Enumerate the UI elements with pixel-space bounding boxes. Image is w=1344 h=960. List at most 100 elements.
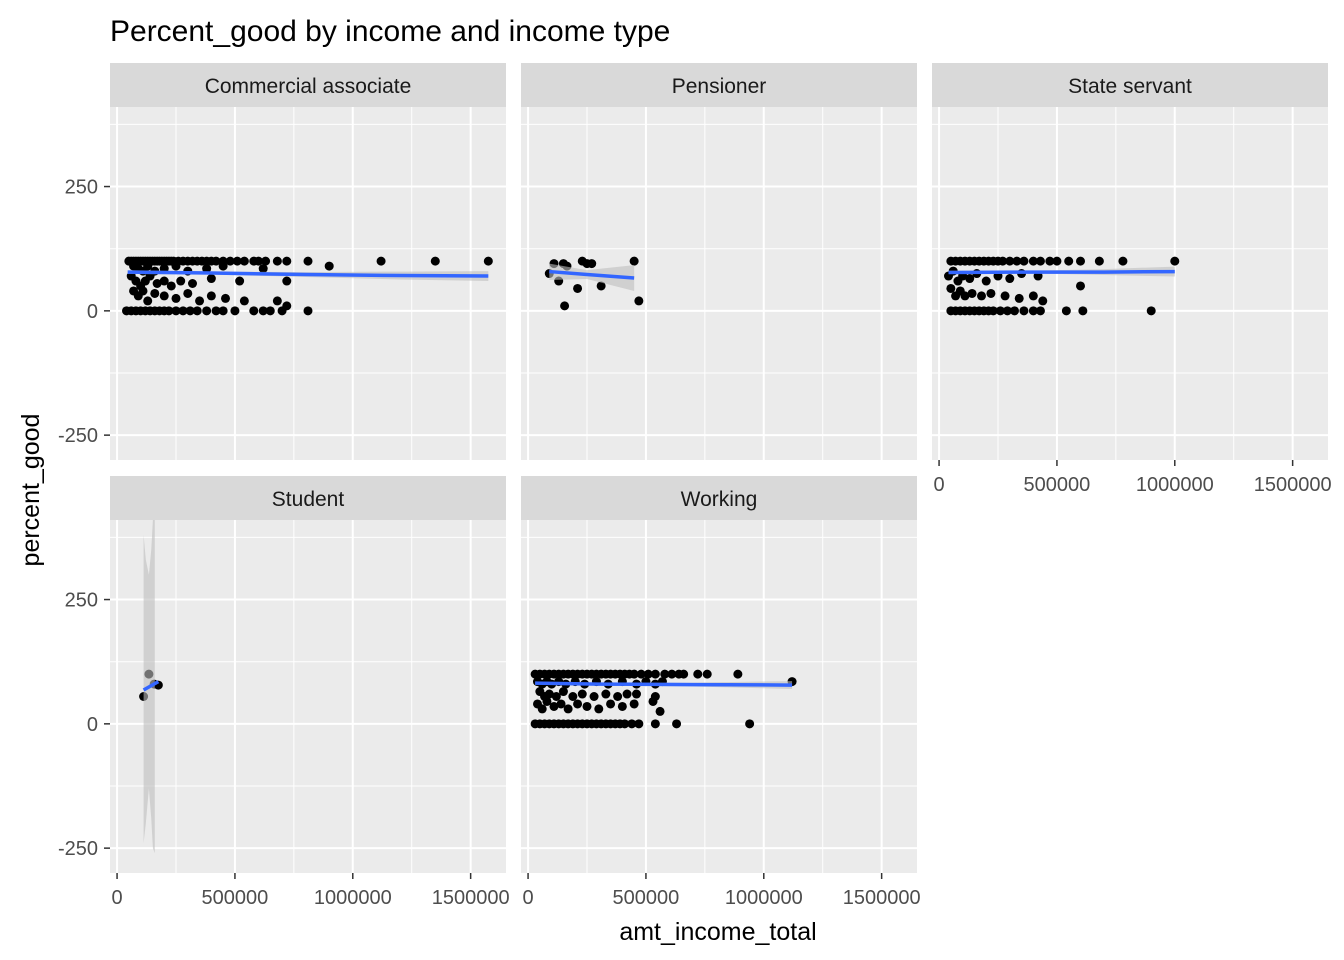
data-point	[303, 306, 313, 316]
data-point	[261, 256, 271, 266]
data-point	[1019, 306, 1029, 316]
data-point	[272, 256, 282, 266]
data-point	[239, 296, 249, 306]
data-point	[143, 261, 153, 271]
data-point	[218, 261, 228, 271]
data-point	[218, 306, 228, 316]
data-point	[230, 306, 240, 316]
data-point	[960, 291, 970, 301]
data-point	[1000, 291, 1010, 301]
data-point	[1012, 256, 1022, 266]
x-tick-label: 1500000	[432, 887, 510, 909]
data-point	[1028, 256, 1038, 266]
data-point	[568, 692, 578, 701]
data-point	[988, 306, 998, 316]
x-tick-label: 0	[523, 887, 534, 909]
data-point	[679, 669, 689, 679]
data-point	[1076, 281, 1085, 291]
data-point	[660, 669, 670, 679]
data-point	[632, 689, 641, 699]
y-tick-label: 250	[65, 590, 98, 612]
facet-panel: Working 0 500000 1000000 1500000	[521, 476, 921, 909]
x-tick-label: 1000000	[725, 887, 803, 909]
x-tick-label: 1000000	[314, 887, 392, 909]
data-point	[622, 689, 632, 699]
data-point	[282, 256, 292, 266]
data-point	[596, 281, 606, 291]
data-point	[745, 719, 755, 729]
data-point	[601, 689, 611, 699]
data-point	[542, 696, 552, 706]
data-point	[977, 291, 986, 301]
x-tick-label: 1000000	[1136, 474, 1214, 496]
data-point	[1010, 306, 1019, 316]
data-point	[573, 699, 583, 709]
data-point	[188, 279, 197, 288]
data-point	[1118, 256, 1128, 266]
panel-marks	[530, 669, 797, 729]
data-point	[1170, 256, 1180, 266]
facet-strip-label: State servant	[1068, 75, 1192, 98]
data-point	[693, 669, 703, 679]
data-point	[587, 259, 597, 269]
data-point	[655, 706, 665, 716]
facet-strip-label: Student	[272, 488, 345, 511]
data-point	[254, 256, 263, 266]
data-point	[143, 296, 153, 306]
data-point	[672, 719, 682, 729]
panel-marks	[139, 520, 163, 854]
data-point	[667, 669, 677, 679]
data-point	[620, 719, 630, 729]
data-point	[582, 701, 592, 711]
smooth-line	[535, 681, 793, 687]
facet-strip	[521, 476, 917, 520]
facet-strip-label: Working	[681, 488, 758, 511]
data-point	[1064, 256, 1074, 266]
data-point	[946, 283, 956, 293]
data-point	[171, 293, 181, 303]
data-point	[1005, 274, 1015, 284]
y-tick-label: 0	[87, 301, 98, 323]
data-point	[1005, 256, 1015, 266]
data-point	[627, 719, 637, 729]
data-point	[195, 296, 205, 306]
data-point	[1014, 293, 1024, 303]
data-point	[1035, 256, 1045, 266]
data-point	[1035, 306, 1045, 316]
data-point	[303, 256, 313, 266]
data-point	[606, 699, 616, 709]
data-point	[556, 699, 566, 709]
data-point	[589, 692, 599, 701]
data-point	[232, 256, 242, 266]
data-point	[594, 704, 604, 714]
facet-strip-label: Pensioner	[672, 75, 767, 98]
facet-panel: Pensioner	[521, 63, 917, 460]
facet-strip	[110, 63, 506, 107]
data-point	[634, 296, 644, 306]
data-point	[152, 279, 162, 288]
data-point	[206, 274, 216, 284]
data-point	[1146, 306, 1156, 316]
data-point	[560, 301, 570, 311]
y-tick-label: 250	[65, 177, 98, 199]
facet-panel: State servant 0 500000 1000000 1500000	[932, 63, 1332, 496]
data-point	[643, 669, 653, 679]
facet-strip-label: Commercial associate	[205, 75, 412, 98]
data-point	[629, 256, 639, 266]
data-point	[634, 719, 644, 729]
data-point	[1028, 291, 1038, 301]
data-point	[544, 689, 554, 699]
data-point	[164, 306, 174, 316]
data-point	[613, 692, 623, 701]
data-point	[235, 276, 245, 286]
facet-strip	[110, 476, 506, 520]
smooth-line	[127, 270, 489, 278]
data-point	[1094, 256, 1104, 266]
data-point	[573, 283, 583, 293]
data-point	[211, 256, 221, 266]
panel-background	[521, 107, 917, 460]
panel-marks	[944, 256, 1180, 316]
data-point	[159, 291, 169, 301]
chart-title: Percent_good by income and income type	[110, 15, 670, 48]
